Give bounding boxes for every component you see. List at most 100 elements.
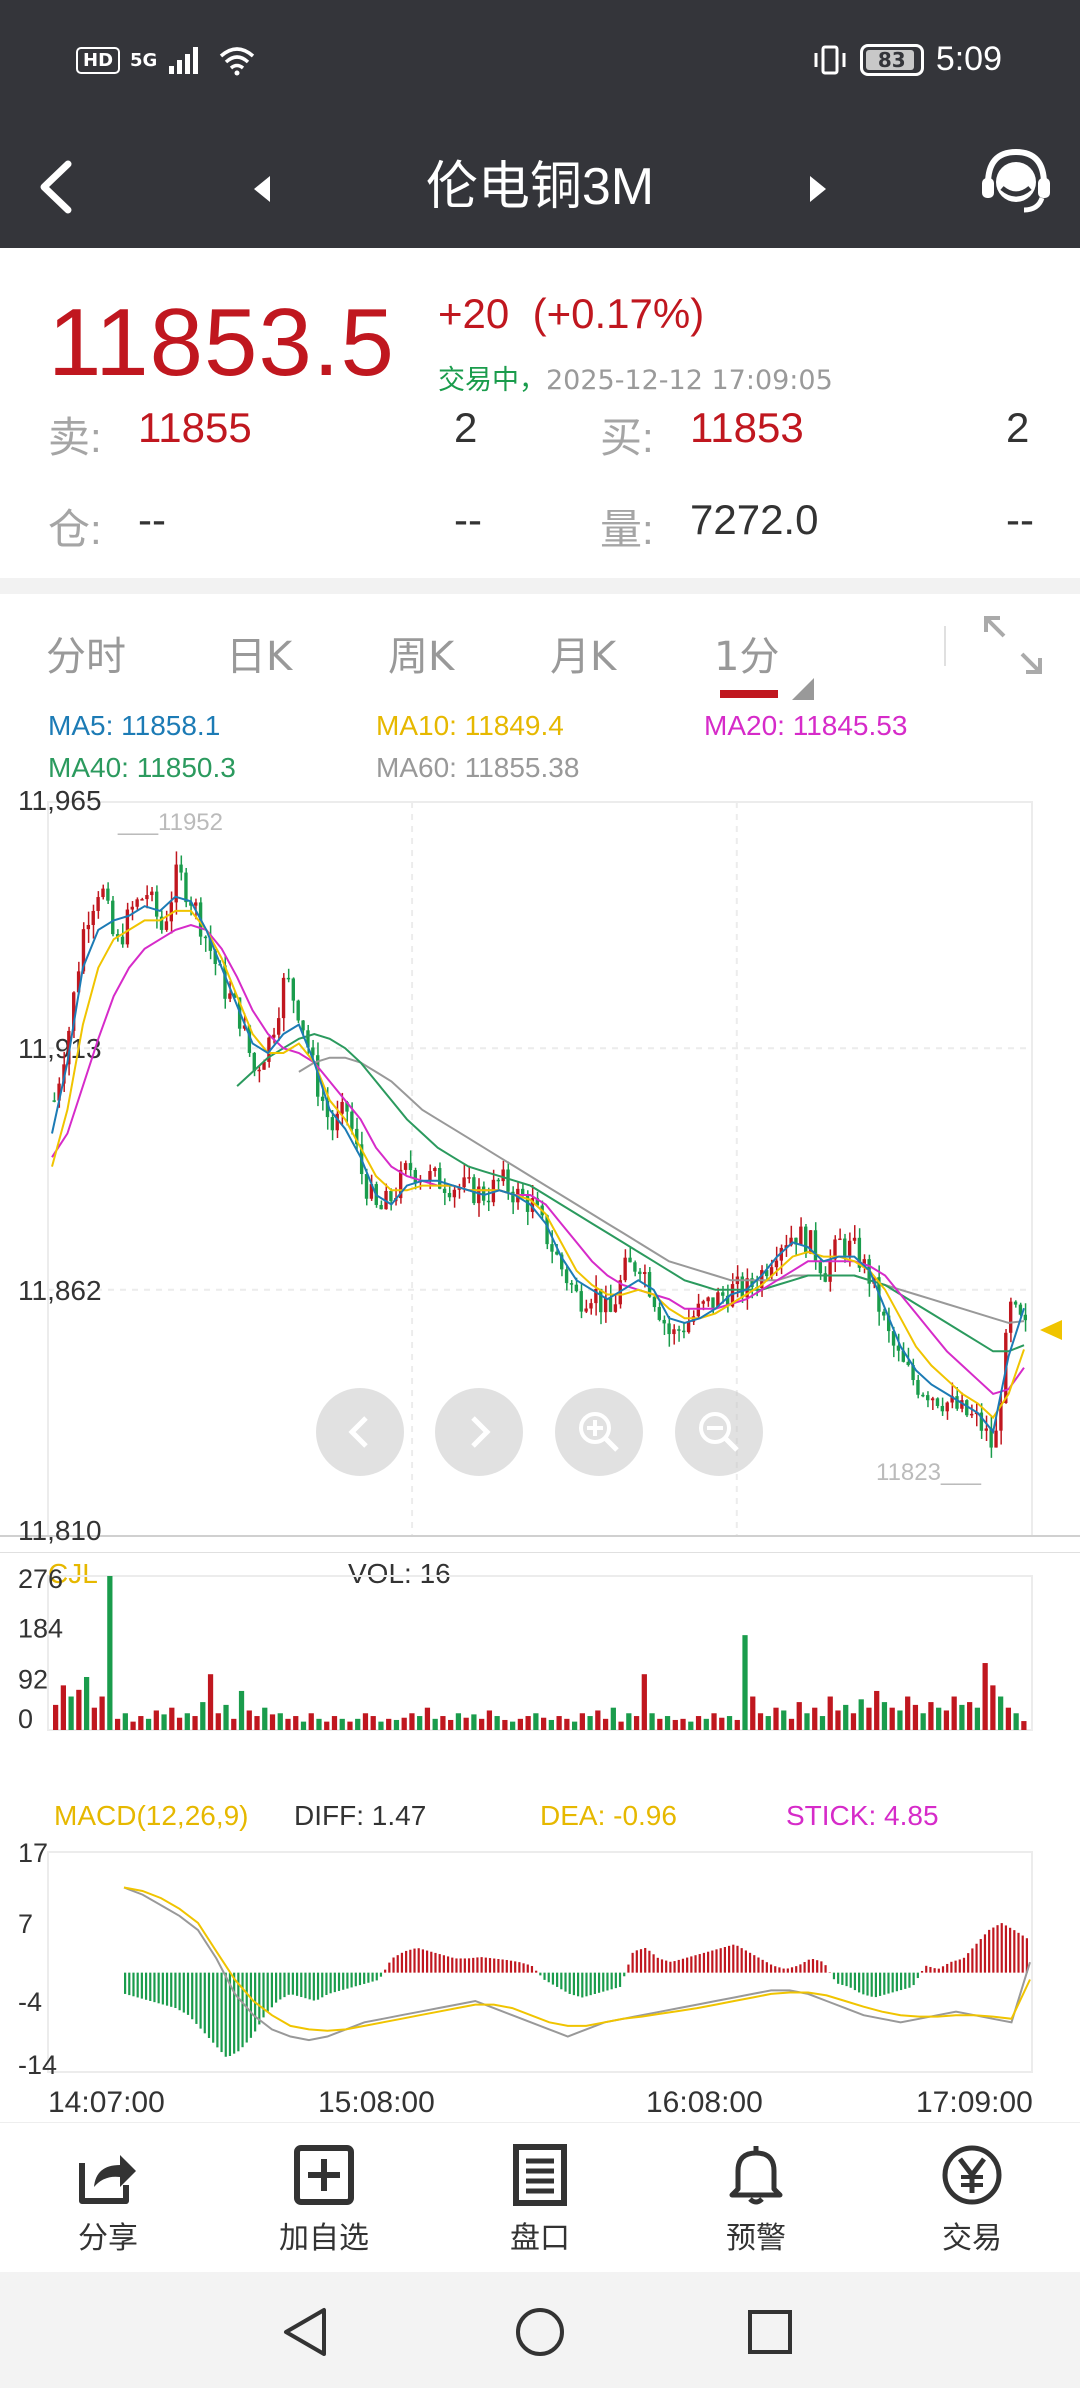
candle-body (340, 1101, 344, 1114)
scroll-right-button[interactable] (435, 1388, 523, 1476)
volume-bar (571, 1721, 578, 1730)
candle-body (994, 1430, 998, 1448)
share-icon (79, 2155, 136, 2204)
volume-bar (285, 1718, 291, 1730)
macd-histogram-bar (862, 1972, 865, 1995)
orderbook-button[interactable]: 盘口 (460, 2143, 620, 2257)
macd-histogram-bar (648, 1950, 651, 1973)
scroll-left-button[interactable] (316, 1388, 404, 1476)
next-contract-icon[interactable] (800, 164, 836, 214)
oi-label: 仓: (48, 506, 102, 553)
volume-bar (843, 1704, 849, 1730)
alert-button[interactable]: 预警 (676, 2143, 836, 2257)
volume-bar (649, 1713, 655, 1730)
signal-icon (169, 47, 199, 74)
macd-histogram-bar (614, 1972, 617, 1989)
zoom-in-button[interactable] (555, 1388, 643, 1476)
macd-chart[interactable]: 17 7 -4 -14 (0, 1790, 1080, 2086)
macd-histogram-bar (715, 1949, 718, 1973)
macd-histogram-bar (849, 1972, 852, 1988)
tab-monthly-k[interactable]: 月K (550, 634, 617, 680)
candle-body (379, 1204, 383, 1210)
volume-chart[interactable]: 276 184 92 0 (0, 1552, 1080, 1752)
vibrate-icon (814, 45, 846, 74)
add-watchlist-button[interactable]: 加自选 (244, 2143, 404, 2257)
macd-histogram-bar (295, 1972, 299, 1996)
candle-body (520, 1188, 525, 1196)
macd-histogram-bar (413, 1948, 416, 1973)
macd-histogram-bar (144, 1972, 148, 2000)
dropdown-corner-icon (792, 678, 814, 700)
macd-histogram-bar (669, 1961, 672, 1973)
macd-histogram-bar (933, 1968, 936, 1973)
candle-body (667, 1323, 671, 1335)
macd-histogram-bar (660, 1959, 664, 1973)
candle-body (808, 1230, 813, 1254)
ma20-label: MA20: 11845.53 (704, 710, 908, 741)
macd-histogram-bar (186, 1972, 190, 2015)
tab-divider (944, 626, 946, 666)
macd-histogram-bar (941, 1966, 945, 1973)
macd-histogram-bar (602, 1972, 605, 1992)
candle-body (311, 1047, 315, 1056)
y-tick-label: 11,810 (18, 1515, 102, 1546)
candle-body (921, 1394, 925, 1397)
system-back-icon[interactable] (280, 2306, 330, 2358)
candle-body (194, 902, 198, 906)
macd-histogram-bar (266, 1972, 269, 2012)
candle-body (213, 950, 217, 965)
oi-value: -- (138, 496, 166, 543)
macd-histogram-bar (191, 1972, 194, 2020)
share-button[interactable]: 分享 (28, 2143, 188, 2257)
fullscreen-icon[interactable] (980, 612, 1046, 678)
tab-weekly-k[interactable]: 周K (388, 634, 455, 680)
candle-body (833, 1239, 837, 1260)
tab-1min[interactable]: 1分 (714, 634, 780, 680)
volume-bar (742, 1635, 748, 1730)
tab-intraday[interactable]: 分时 (46, 634, 126, 680)
customer-service-icon[interactable] (978, 144, 1054, 220)
macd-histogram-bar (270, 1972, 273, 2008)
orderbook-icon (513, 2144, 567, 2206)
macd-histogram-bar (560, 1972, 563, 1990)
candle-body (706, 1297, 710, 1302)
zoom-out-button[interactable] (675, 1388, 763, 1476)
volume-bar (936, 1707, 942, 1730)
macd-histogram-bar (371, 1972, 374, 1982)
macd-histogram-bar (920, 1970, 924, 1973)
macd-histogram-bar (149, 1972, 152, 2001)
volume-tick-label: 92 (18, 1665, 48, 1695)
macd-histogram-bar (803, 1962, 806, 1973)
macd-histogram-bar (656, 1957, 659, 1973)
macd-histogram-bar (237, 1972, 240, 2052)
tab-daily-k[interactable]: 日K (226, 634, 293, 680)
macd-tick-label: 17 (18, 1838, 48, 1868)
candle-body (511, 1191, 515, 1203)
back-icon[interactable] (26, 152, 86, 222)
macd-histogram-bar (249, 1972, 253, 2038)
candle-body (774, 1260, 779, 1268)
macd-histogram-bar (988, 1929, 991, 1973)
ma40-label: MA40: 11850.3 (48, 752, 236, 783)
volume-bar (711, 1713, 717, 1730)
candle-body (740, 1276, 744, 1298)
candle-body (106, 888, 110, 901)
macd-histogram-bar (325, 1972, 328, 1995)
candle-body (247, 1025, 252, 1053)
macd-histogram-bar (279, 1972, 282, 2000)
trade-button[interactable]: 交易 (892, 2143, 1052, 2257)
share-label: 分享 (78, 2221, 138, 2256)
candle-body (145, 895, 149, 900)
volume-bar (866, 1707, 872, 1730)
macd-histogram-bar (728, 1945, 731, 1973)
candle-body (96, 897, 100, 911)
macd-histogram-bar (300, 1972, 303, 1998)
prev-contract-icon[interactable] (244, 164, 280, 214)
system-home-icon[interactable] (514, 2306, 566, 2358)
candlestick-chart[interactable]: 11,965 11,913 11,862 11,810 ___11952 11823___ (0, 780, 1080, 1552)
volume-bar (153, 1710, 159, 1730)
volume-bar (897, 1710, 903, 1730)
macd-histogram-bar (157, 1972, 160, 2004)
system-recents-icon[interactable] (746, 2308, 794, 2356)
volume-bar (974, 1707, 981, 1730)
